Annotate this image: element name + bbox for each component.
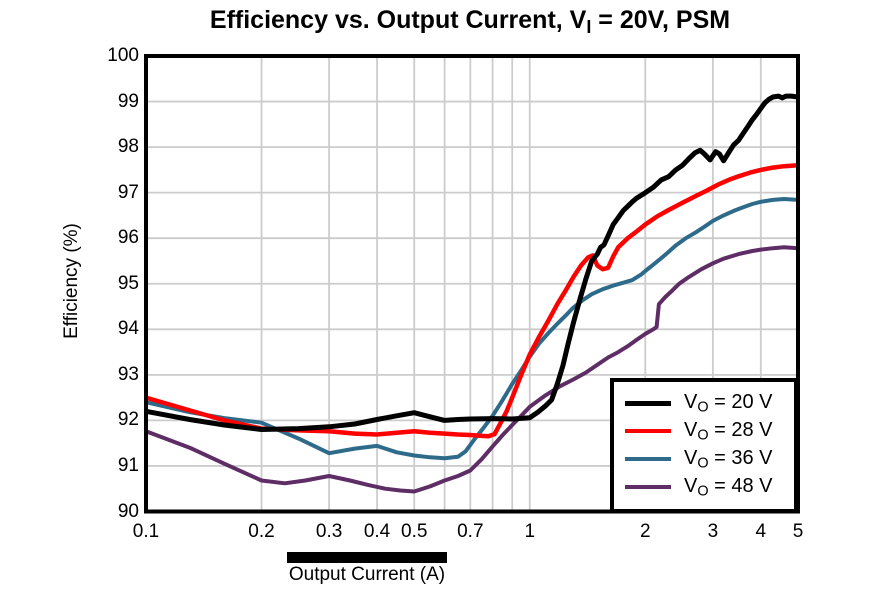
y-tick-label: 92 xyxy=(117,409,139,431)
chart-title: Efficiency vs. Output Current, VI = 20V,… xyxy=(50,6,890,38)
legend-item: VO = 36 V xyxy=(614,445,794,473)
plot-border xyxy=(144,54,800,514)
x-tick-label: 0.4 xyxy=(363,521,391,542)
y-tick-label: 98 xyxy=(117,136,139,158)
legend-line-sample xyxy=(625,428,671,434)
x-tick-label: 3 xyxy=(707,521,719,542)
highlight-bar xyxy=(287,552,447,563)
legend-line-sample xyxy=(625,400,671,406)
y-tick-label: 90 xyxy=(117,500,139,522)
x-tick-label: 0.5 xyxy=(401,521,428,542)
x-tick-label: 0.3 xyxy=(315,521,343,542)
x-tick-label: 4 xyxy=(755,521,767,542)
legend-line-sample xyxy=(625,485,671,489)
legend-label: VO = 20 V xyxy=(684,390,773,416)
legend: VO = 20 V VO = 28 V VO = 36 V VO = 48 V xyxy=(610,378,798,513)
series-line-48 xyxy=(145,245,799,494)
x-axis-title: Output Current (A) xyxy=(288,564,446,585)
y-tick-label: 95 xyxy=(117,272,139,294)
legend-label: VO = 36 V xyxy=(684,446,773,472)
y-tick-label: 91 xyxy=(117,454,139,476)
chart-title-post: = 20V, PSM xyxy=(591,6,731,34)
series-line-20 xyxy=(145,93,799,432)
y-tick-label: 93 xyxy=(117,363,139,385)
y-tick-label: 97 xyxy=(117,181,139,203)
x-tick-label: 0.1 xyxy=(132,521,160,542)
legend-item: VO = 28 V xyxy=(614,417,794,445)
legend-item: VO = 48 V xyxy=(614,473,794,501)
legend-line-sample xyxy=(625,457,671,461)
x-tick-label: 1 xyxy=(524,521,536,542)
x-tick-label: 2 xyxy=(639,521,651,542)
x-tick-label: 5 xyxy=(792,521,804,542)
series-line-36 xyxy=(145,197,799,461)
y-tick-label: 99 xyxy=(117,90,139,112)
series-line-28 xyxy=(145,163,799,439)
legend-item: VO = 20 V xyxy=(614,389,794,417)
x-tick-label: 0.7 xyxy=(457,521,484,542)
chart-title-pre: Efficiency vs. Output Current, V xyxy=(209,6,587,34)
y-tick-label: 94 xyxy=(117,318,139,340)
legend-label: VO = 48 V xyxy=(684,474,773,500)
chart-title-subscript: I xyxy=(586,17,592,38)
legend-label: VO = 28 V xyxy=(684,418,773,444)
y-tick-label: 96 xyxy=(117,227,139,249)
y-tick-label: 100 xyxy=(107,45,139,66)
x-tick-label: 0.2 xyxy=(248,521,275,542)
